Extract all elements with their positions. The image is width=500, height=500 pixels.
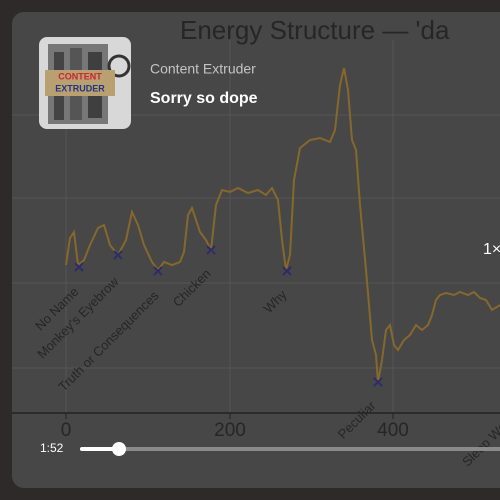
x-tick-label: 200 bbox=[214, 420, 246, 441]
energy-line bbox=[65, 67, 500, 383]
x-tick-labels: 0 200 400 bbox=[61, 420, 409, 441]
track-title: Sorry so dope bbox=[150, 90, 258, 107]
progress-knob[interactable] bbox=[112, 442, 126, 456]
elapsed-time: 1:52 bbox=[40, 441, 64, 455]
player-card: Energy Structure — 'da 0 200 400 No Name… bbox=[12, 12, 500, 488]
chart-title: Energy Structure — 'da bbox=[180, 15, 450, 45]
speed-button[interactable]: 1× bbox=[483, 241, 500, 258]
artist-name: Content Extruder bbox=[150, 61, 256, 77]
progress-track[interactable] bbox=[80, 447, 500, 451]
progress-fill bbox=[80, 447, 119, 451]
x-tick-label: 0 bbox=[61, 420, 72, 441]
album-art: CONTENT EXTRUDER bbox=[39, 37, 131, 129]
album-art-text: CONTENT bbox=[58, 71, 102, 81]
section-markers bbox=[74, 245, 383, 387]
x-ticks bbox=[65, 413, 394, 419]
x-tick-label: 400 bbox=[377, 420, 409, 441]
album-art-text: EXTRUDER bbox=[55, 83, 105, 93]
